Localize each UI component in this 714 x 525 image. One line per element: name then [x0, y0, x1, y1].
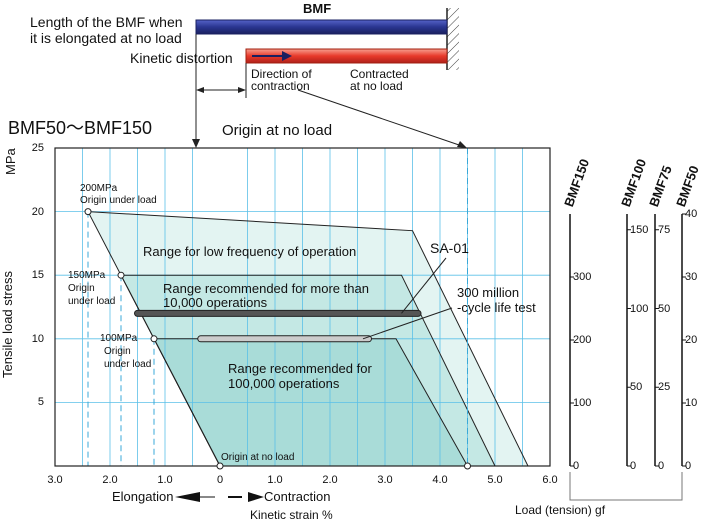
elongated-label-line1: Length of the BMF when — [30, 14, 183, 30]
x-tick-label: 2.0 — [102, 474, 118, 486]
region-low-label: Range for low frequency of operation — [143, 244, 357, 259]
x-tick-label: 1.0 — [267, 474, 283, 486]
scale-tick-label: 30 — [685, 271, 698, 283]
y-unit-label: MPa — [3, 148, 18, 175]
point-150-line3: under load — [68, 296, 116, 307]
scale-tick-label: 40 — [685, 208, 698, 220]
chart-frame — [54, 147, 551, 467]
scale-tick-label: 0 — [685, 460, 692, 472]
x-tick-label: 6.0 — [542, 474, 558, 486]
scale-tick-label: 150 — [630, 223, 649, 236]
region-100k-line1: Range recommended for — [228, 361, 372, 376]
origin-bottom-label: Origin at no load — [221, 452, 295, 463]
contracted-label-1: Contracted — [350, 67, 409, 81]
elongation-arrow — [175, 492, 200, 502]
x-tick-label: 1.0 — [157, 474, 173, 486]
scale-tick-label: 25 — [658, 381, 671, 394]
stress-strain-chart — [54, 147, 551, 502]
life-test-line1: 300 million — [457, 285, 520, 300]
point-200-line1: 200MPa — [80, 183, 118, 194]
y-tick-label: 10 — [31, 332, 44, 345]
contraction-arrow-head — [282, 51, 292, 61]
y-tick-label: 5 — [37, 396, 44, 409]
scale-tick-label: 100 — [630, 302, 649, 315]
region-10k-line1: Range recommended for more than — [163, 281, 369, 296]
point-marker-2 — [150, 335, 158, 343]
x-axis-label: Kinetic strain % — [250, 508, 333, 522]
x-tick-label: 2.0 — [322, 474, 338, 486]
point-100-line1: 100MPa — [100, 333, 138, 344]
scale-tick-label: 0 — [658, 460, 665, 472]
wall-hatch — [447, 8, 459, 70]
elongation-drop-arrow — [192, 139, 200, 148]
point-marker-0 — [84, 208, 92, 216]
bmf-title: BMF — [303, 1, 332, 16]
x-tick-label: 0 — [216, 474, 224, 486]
point-marker-3 — [216, 462, 224, 470]
x-tick-label: 3.0 — [377, 474, 393, 486]
scale-tick-label: 50 — [658, 302, 671, 315]
point-marker-4 — [464, 462, 471, 470]
kinetic-distortion-label: Kinetic distortion — [130, 50, 233, 66]
series-title: BMF50～BMF150 — [8, 118, 153, 138]
contraction-label: Contraction — [264, 489, 331, 504]
point-200-line2: Origin under load — [80, 195, 157, 206]
region-100k-line2: 100,000 operations — [228, 376, 340, 391]
elongated-label-line2: it is elongated at no load — [30, 30, 182, 46]
y-tick-label: 15 — [31, 269, 44, 282]
point-150-line2: Origin — [68, 283, 95, 294]
contracted-origin-leader — [297, 89, 463, 147]
contraction-arrow — [248, 492, 264, 502]
life-test-line2: -cycle life test — [457, 300, 536, 315]
contracted-label-2: at no load — [350, 79, 403, 93]
point-100-line3: under load — [104, 359, 152, 370]
dim-arrow-left — [196, 87, 204, 93]
scale-tick-label: 0 — [630, 460, 637, 472]
scale-tick-label: 200 — [573, 334, 592, 346]
x-tick-label: 5.0 — [487, 474, 503, 486]
y-tick-label: 25 — [31, 142, 44, 154]
scales-title: Load (tension) gf — [515, 503, 606, 517]
x-tick-label: 4.0 — [432, 474, 448, 486]
origin-top-label: Origin at no load — [222, 122, 333, 139]
scales-bracket — [569, 472, 683, 501]
dim-arrow-right — [238, 87, 246, 93]
scale-tick-label: 75 — [658, 223, 671, 236]
direction-label-1: Direction of — [251, 67, 312, 81]
scale-tick-label: 20 — [685, 334, 698, 346]
y-tick-label: 20 — [31, 205, 44, 218]
load-scales — [569, 213, 686, 501]
leader-sa01 — [401, 257, 447, 314]
elongation-label: Elongation — [112, 489, 174, 504]
point-100-line2: Origin — [104, 346, 131, 357]
y-axis-label: Tensile load stress — [0, 271, 15, 378]
scale-tick-label: 0 — [573, 460, 580, 472]
point-150-line1: 150MPa — [68, 270, 106, 281]
scale-tick-label: 100 — [573, 397, 592, 409]
bmf-contracted-bar — [245, 48, 448, 64]
contracted-origin-arrow — [457, 141, 467, 148]
scale-tick-label: 50 — [630, 381, 643, 394]
scale-tick-label: 10 — [685, 397, 698, 409]
leader-life — [362, 307, 453, 340]
sa01-label: SA-01 — [430, 240, 469, 256]
scale-tick-label: 300 — [573, 271, 592, 283]
region-10k-line2: 10,000 operations — [163, 295, 268, 310]
x-tick-label: 3.0 — [47, 474, 63, 486]
bmf-elongated-bar — [195, 19, 448, 35]
point-marker-1 — [117, 271, 125, 279]
direction-label-2: contraction — [251, 79, 310, 93]
